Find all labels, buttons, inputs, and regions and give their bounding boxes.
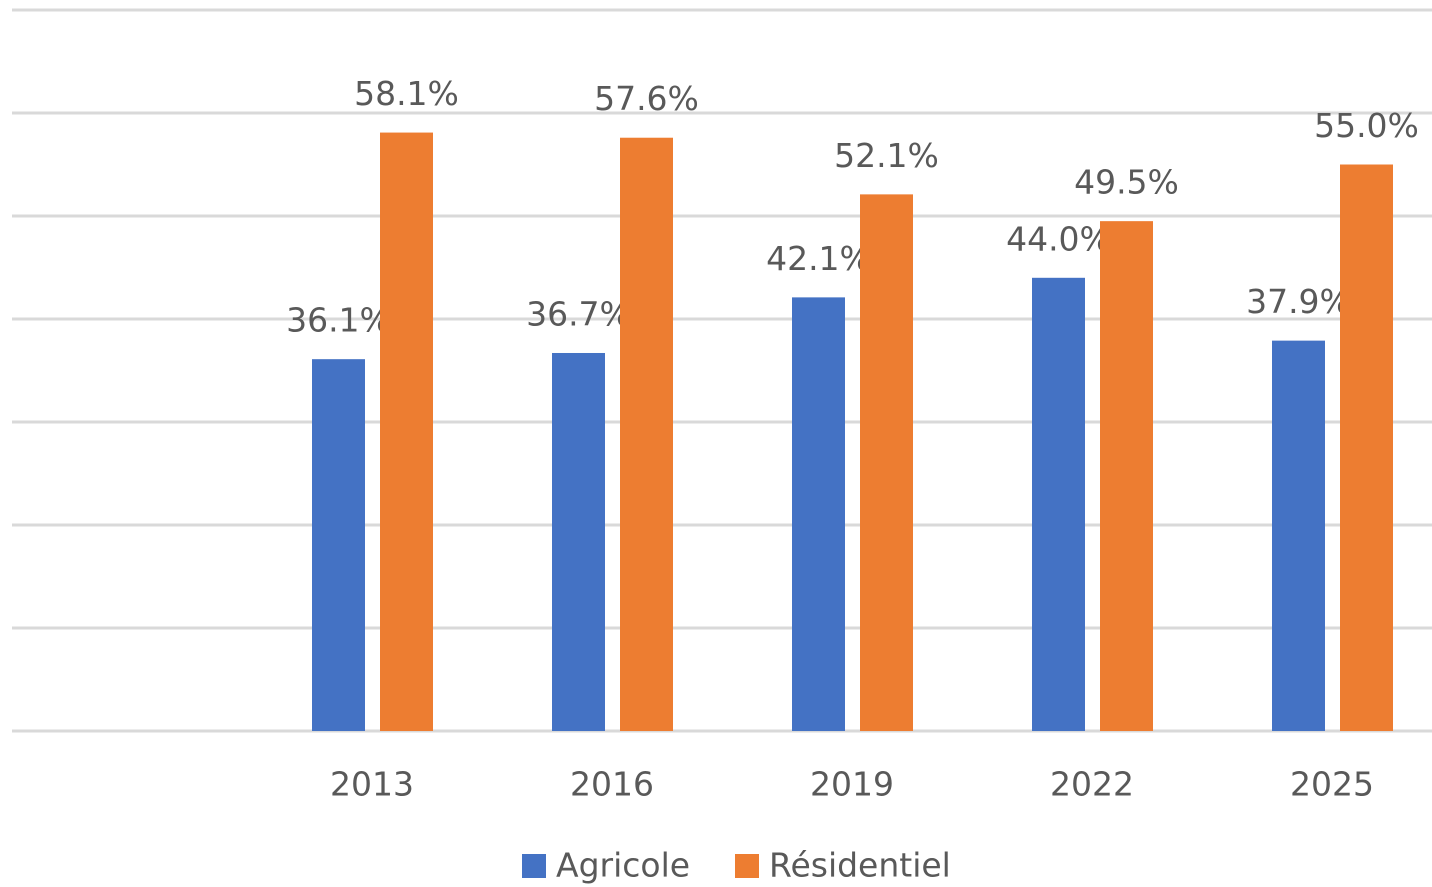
x-tick-label: 2019 — [810, 765, 894, 804]
bar — [1272, 340, 1325, 731]
data-label: 36.7% — [526, 294, 631, 333]
data-label: 37.9% — [1246, 282, 1351, 321]
bar — [792, 297, 845, 731]
bar — [860, 194, 913, 731]
x-tick-label: 2022 — [1050, 765, 1134, 804]
bar — [1340, 164, 1393, 731]
bar — [620, 137, 673, 732]
bar — [312, 359, 365, 731]
data-label: 44.0% — [1006, 219, 1111, 258]
bar — [552, 352, 605, 731]
legend-swatch — [735, 854, 759, 878]
x-tick-label: 2025 — [1290, 765, 1374, 804]
legend-label: Résidentiel — [769, 846, 951, 885]
data-label: 57.6% — [594, 79, 699, 118]
bar — [1100, 221, 1153, 731]
data-label: 36.1% — [286, 301, 391, 340]
legend-label: Agricole — [556, 846, 690, 885]
data-label: 52.1% — [834, 136, 939, 175]
x-tick-label: 2013 — [330, 765, 414, 804]
bar — [380, 132, 433, 731]
bar — [1032, 277, 1085, 731]
data-label: 49.5% — [1074, 163, 1179, 202]
data-label: 55.0% — [1314, 106, 1419, 145]
legend-swatch — [522, 854, 546, 878]
x-tick-label: 2016 — [570, 765, 654, 804]
data-label: 42.1% — [766, 239, 871, 278]
data-label: 58.1% — [354, 74, 459, 113]
